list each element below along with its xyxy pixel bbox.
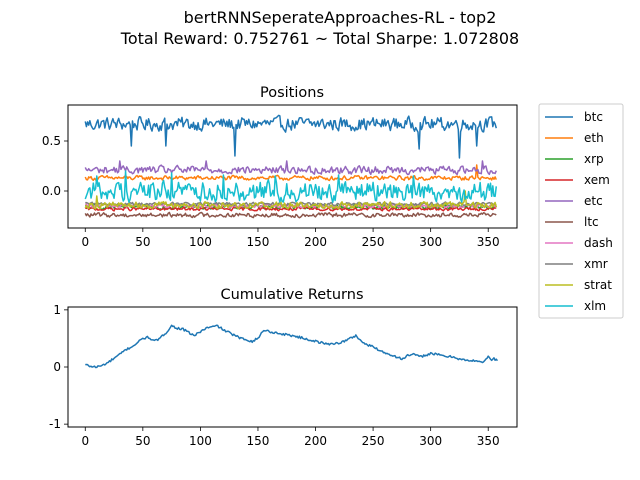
legend-label-xem: xem: [584, 173, 610, 187]
returns-series-line: [85, 324, 499, 369]
legend-label-xlm: xlm: [584, 299, 606, 313]
returns-y-tick-label: 0: [53, 360, 61, 374]
positions-series-strat: [84, 190, 498, 210]
positions-series-btc: [84, 114, 498, 159]
positions-frame: [67, 104, 518, 229]
positions-axes: Positions 0 50 100 150 200 250 300 350 0.0 0.5: [42, 85, 518, 249]
returns-x-tick-label: 250: [362, 434, 385, 448]
legend-label-xrp: xrp: [584, 152, 604, 166]
legend-label-strat: strat: [584, 278, 612, 292]
positions-series-etc: [84, 160, 497, 176]
positions-x-tick-label: 150: [247, 235, 270, 249]
positions-y-tick-label: 0.5: [42, 134, 61, 148]
positions-x-tick-label: 100: [189, 235, 212, 249]
returns-lines: [85, 324, 499, 369]
positions-series-ltc: [84, 211, 497, 219]
legend-label-dash: dash: [584, 236, 613, 250]
returns-x-tick-label: 350: [477, 434, 500, 448]
positions-series-xlm: [84, 170, 498, 204]
positions-y-tick-label: 0.0: [42, 184, 61, 198]
positions-lines: [84, 114, 498, 219]
positions-x-tick-label: 200: [304, 235, 327, 249]
legend-label-xmr: xmr: [584, 257, 608, 271]
returns-axes: Cumulative Returns 0 50 100 150 200 250 300 350…: [49, 287, 518, 448]
returns-x-tick-label: 200: [304, 434, 327, 448]
positions-x-tick-label: 350: [477, 235, 500, 249]
returns-ticks: 0 50 100 150 200 250 300 350 -1 0 1: [49, 303, 500, 448]
returns-title: Cumulative Returns: [220, 287, 363, 303]
positions-x-tick-label: 50: [135, 235, 150, 249]
positions-x-tick-label: 300: [419, 235, 442, 249]
returns-x-tick-label: 50: [135, 434, 150, 448]
returns-x-tick-label: 300: [419, 434, 442, 448]
legend-label-ltc: ltc: [584, 215, 599, 229]
positions-x-tick-label: 0: [81, 235, 89, 249]
positions-x-tick-label: 250: [362, 235, 385, 249]
positions-title: Positions: [260, 85, 324, 101]
legend-label-eth: eth: [584, 131, 604, 145]
returns-y-tick-label: 1: [53, 303, 61, 317]
returns-x-tick-label: 100: [189, 434, 212, 448]
returns-x-tick-label: 0: [81, 434, 89, 448]
returns-x-tick-label: 150: [247, 434, 270, 448]
returns-frame: [67, 306, 518, 428]
returns-y-tick-label: -1: [49, 417, 61, 431]
positions-legend: btc eth xrp xem etc ltc dash xmr strat xlm: [538, 103, 624, 319]
positions-ticks: 0 50 100 150 200 250 300 350 0.0 0.5: [42, 134, 500, 249]
figure-title-line1: bertRNNSeperateApproaches-RL - top2: [184, 8, 497, 27]
positions-series-xem: [85, 206, 497, 212]
figure-title-line2: Total Reward: 0.752761 ~ Total Sharpe: 1…: [120, 29, 519, 48]
legend-label-etc: etc: [584, 194, 603, 208]
legend-label-btc: btc: [584, 110, 603, 124]
positions-series-eth: [84, 164, 497, 182]
